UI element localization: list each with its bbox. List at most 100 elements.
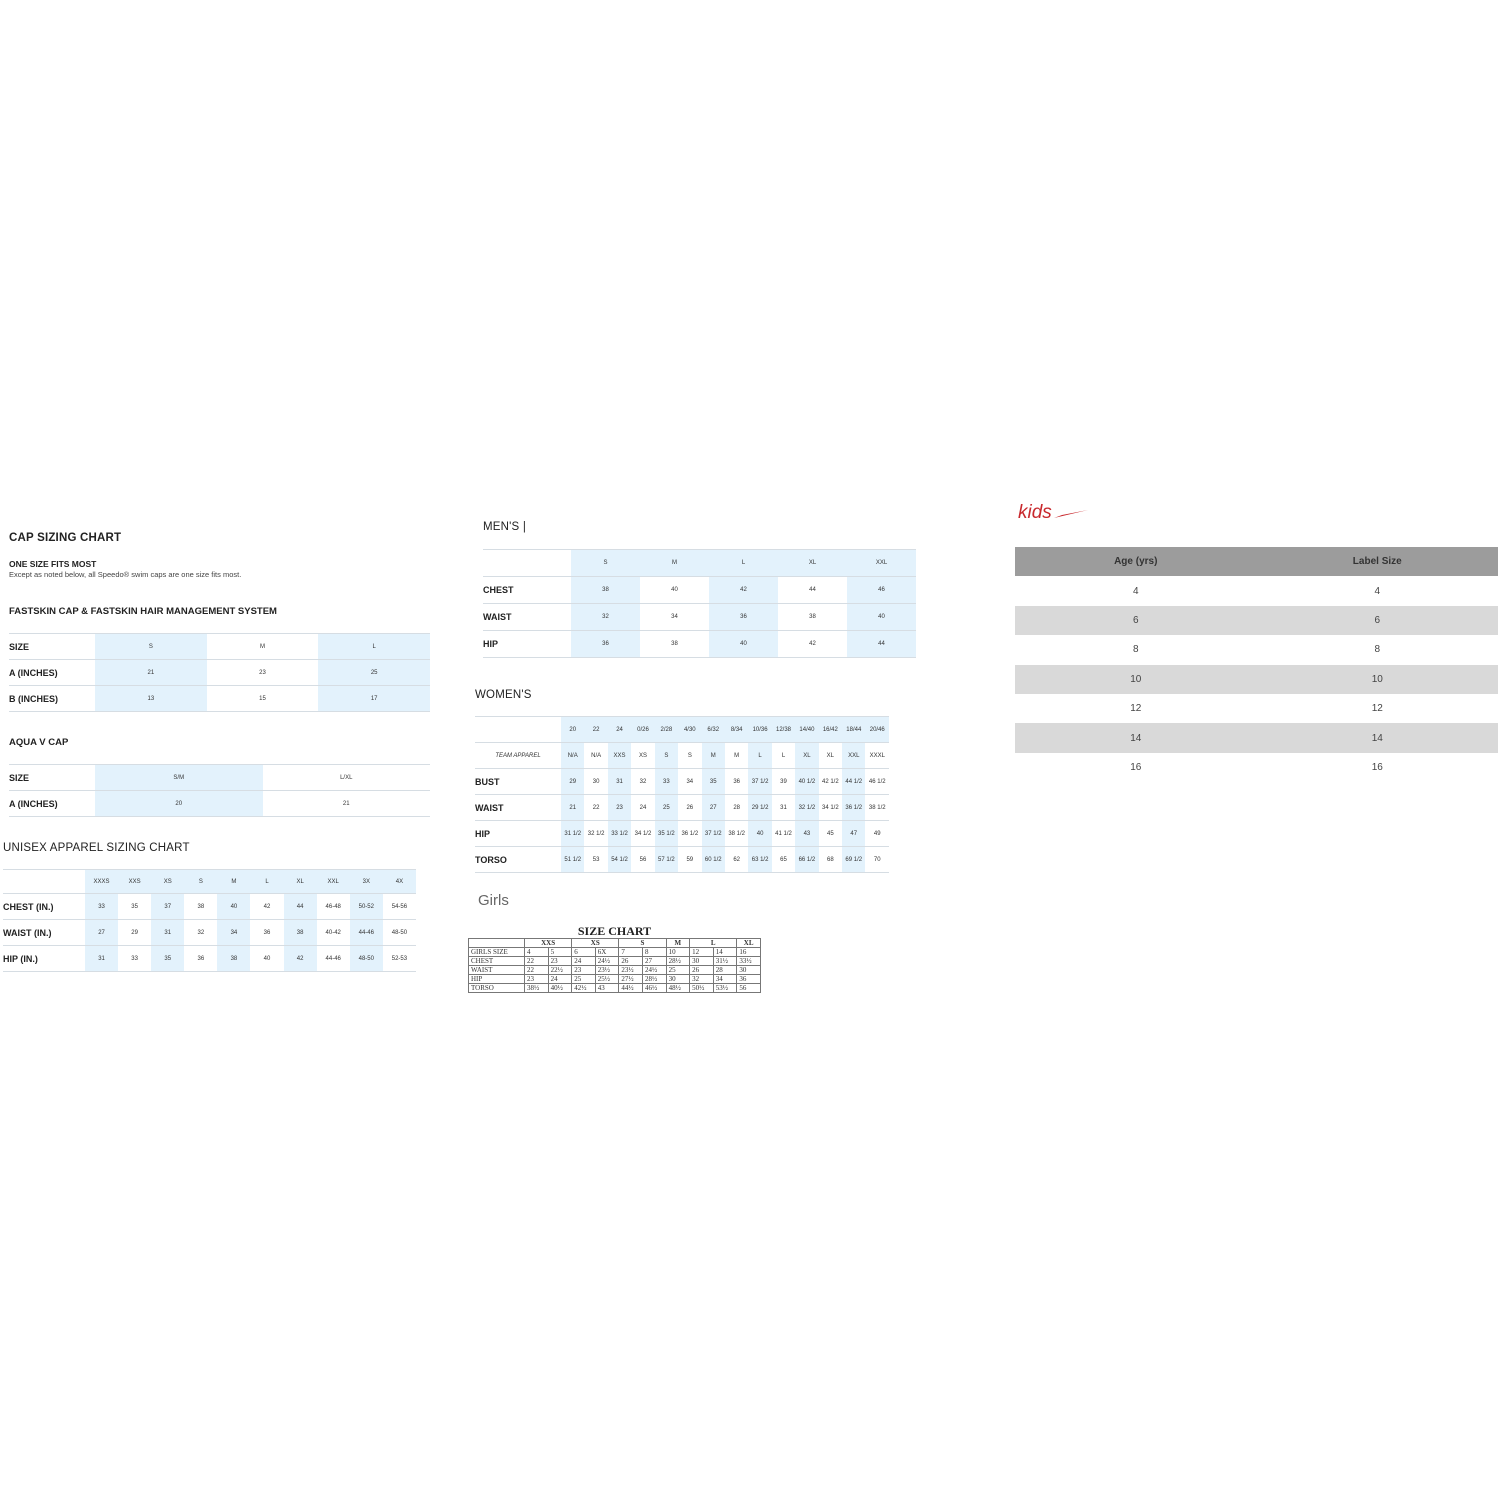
- table-row: HIP 31 1/2 32 1/2 33 1/2 34 1/2 35 1/2 36 1/2 3…: [475, 820, 889, 847]
- table-cell: 6/32: [701, 716, 725, 743]
- row-label: HIP (IN.): [3, 945, 85, 972]
- table-cell: 46: [847, 576, 916, 604]
- mens-title: MEN'S |: [483, 521, 527, 533]
- row-label: GIRLS SIZE: [468, 947, 525, 957]
- header-row: SIZE S/M L/XL: [9, 764, 430, 791]
- row-label: TORSO: [468, 983, 525, 993]
- table-cell: 36 1/2: [842, 794, 866, 821]
- row-label: HIP: [475, 820, 561, 847]
- table-cell: S: [184, 869, 218, 894]
- table-cell: 36: [184, 945, 218, 972]
- table-cell: 6: [1256, 605, 1498, 636]
- table-cell: 52-53: [382, 945, 416, 972]
- table-cell: 6X: [594, 947, 620, 957]
- table-cell: 33: [654, 768, 679, 795]
- table-cell: 34: [217, 919, 251, 946]
- table-cell: 49: [865, 820, 889, 847]
- table-cell: N/A: [584, 742, 608, 769]
- table-cell: 31: [85, 945, 119, 972]
- column-header: Age (yrs): [1015, 547, 1257, 577]
- kids-logo-text: kids: [1018, 502, 1052, 523]
- table-cell: 4: [1132, 585, 1139, 597]
- table-cell: M: [206, 633, 319, 660]
- row-label: SIZE: [9, 764, 95, 791]
- womens-title: WOMEN'S: [475, 689, 532, 701]
- row-label: TORSO: [475, 846, 561, 873]
- table-cell: 45: [818, 820, 843, 847]
- table-cell: 25½: [594, 974, 620, 984]
- table-cell: 28: [712, 965, 738, 975]
- table-cell: 38: [184, 893, 218, 920]
- table-cell: 18/44: [842, 716, 866, 743]
- table-cell: 4/30: [678, 716, 702, 743]
- table-cell: 23: [206, 659, 319, 686]
- table-cell: 30: [665, 974, 691, 984]
- table-cell: S: [678, 742, 702, 769]
- table-cell: 44: [283, 893, 317, 920]
- table-cell: 57 1/2: [654, 846, 679, 873]
- womens-size-table: 20 22 24 0/26 2/28 4/30 6/32 8/34 10/36 12/38 14/4…: [475, 716, 889, 873]
- table-cell: 8: [1132, 644, 1139, 656]
- table-cell: 63 1/2: [748, 846, 772, 873]
- table-cell: 40: [217, 893, 251, 920]
- table-row: WAIST (IN.) 27 29 31 32 34 36 38 40-42 44-46 48-50: [3, 919, 416, 946]
- table-cell: 22: [584, 716, 608, 743]
- table-cell: 31: [151, 919, 185, 946]
- size-group-header: L: [689, 938, 738, 948]
- size-group-header: M: [665, 938, 691, 948]
- table-cell: 32: [571, 603, 640, 631]
- table-cell: 38: [778, 603, 847, 631]
- table-cell: 38½: [524, 983, 549, 993]
- table-cell: 53: [584, 846, 608, 873]
- table-cell: XXS: [607, 742, 632, 769]
- table-cell: 48-50: [382, 919, 416, 946]
- table-cell: 34: [712, 974, 738, 984]
- table-cell: XL: [283, 869, 317, 894]
- table-cell: 48½: [665, 983, 691, 993]
- unisex-title: UNISEX APPAREL SIZING CHART: [3, 842, 190, 854]
- table-cell: XXL: [842, 742, 866, 769]
- table-cell: 35: [701, 768, 725, 795]
- table-row: TORSO 51 1/2 53 54 1/2 56 57 1/2 59 60 1/2 62 63 …: [475, 846, 889, 873]
- table-cell: 36: [736, 974, 761, 984]
- table-cell: 44-46: [349, 919, 383, 946]
- table-cell: 28½: [665, 956, 691, 966]
- table-cell: 46 1/2: [865, 768, 889, 795]
- table-cell: 8: [641, 947, 667, 957]
- table-cell: 46-48: [316, 893, 350, 920]
- row-label: WAIST: [483, 603, 571, 631]
- table-cell: L: [748, 742, 772, 769]
- table-cell: 32: [689, 974, 714, 984]
- row-label: CHEST: [483, 576, 571, 604]
- table-cell: 28: [724, 794, 749, 821]
- table-cell: 65: [771, 846, 796, 873]
- table-cell: 26: [678, 794, 702, 821]
- table-cell: 34 1/2: [818, 794, 843, 821]
- table-row: BUST 29 30 31 32 33 34 35 36 37 1/2 39 40 1/2 42 1/2…: [475, 768, 889, 795]
- table-cell: 40: [250, 945, 284, 972]
- table-cell: 27½: [618, 974, 643, 984]
- cap-note: Except as noted below, all Speedo® swim …: [9, 570, 242, 579]
- table-cell: 27: [85, 919, 119, 946]
- table-cell: 25: [318, 659, 430, 686]
- table-cell: 60 1/2: [701, 846, 725, 873]
- table-cell: 38: [283, 919, 317, 946]
- table-cell: 32 1/2: [584, 820, 608, 847]
- table-cell: 24: [631, 794, 655, 821]
- table-cell: 4: [524, 947, 549, 957]
- table-cell: 6: [571, 947, 596, 957]
- table-cell: 30: [584, 768, 608, 795]
- table-cell: XS: [631, 742, 655, 769]
- table-cell: 53½: [712, 983, 738, 993]
- table-cell: 46½: [641, 983, 667, 993]
- table-cell: M: [640, 549, 709, 577]
- table-cell: 23½: [618, 965, 643, 975]
- table-row: CHEST (IN.) 33 35 37 38 40 42 44 46-48 50-52 54-56: [3, 893, 416, 920]
- row-label: TEAM APPAREL: [475, 742, 561, 769]
- table-cell: 23: [524, 974, 549, 984]
- table-cell: 44½: [618, 983, 643, 993]
- table-row: CHEST 22 23 24 24½ 26 27 28½ 30 31½ 33½: [468, 956, 761, 966]
- table-cell: 42: [709, 576, 778, 604]
- table-cell: 29 1/2: [748, 794, 772, 821]
- table-cell: 24½: [641, 965, 667, 975]
